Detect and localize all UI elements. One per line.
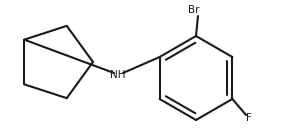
Text: F: F <box>246 113 252 123</box>
Text: Br: Br <box>188 5 200 15</box>
Text: NH: NH <box>110 70 126 80</box>
